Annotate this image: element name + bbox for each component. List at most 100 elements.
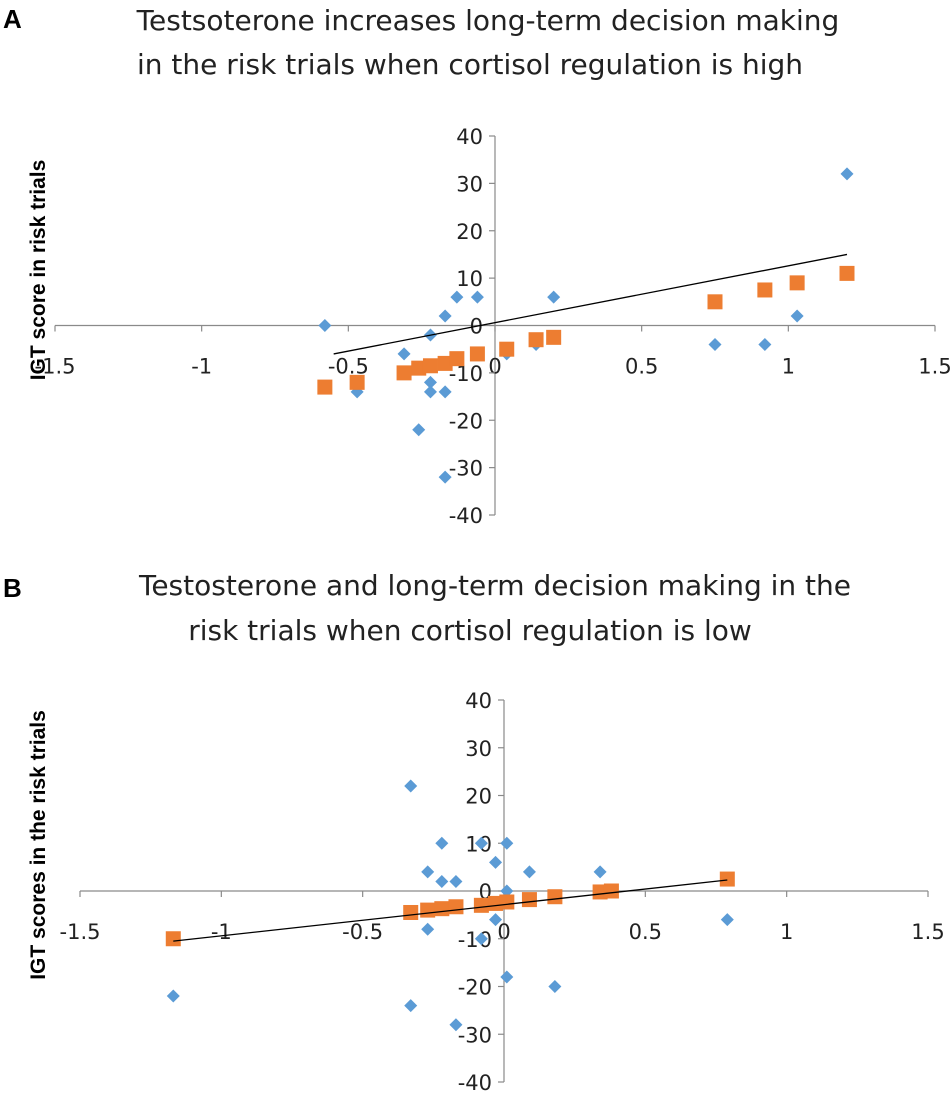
data-point-observed [435,836,449,850]
data-point-predicted [488,895,504,911]
data-point-predicted [349,374,365,390]
data-point-observed [470,290,484,304]
data-point-observed [790,309,804,323]
data-point-predicted [396,365,412,381]
data-point-observed [758,337,772,351]
data-point-observed [500,836,514,850]
data-point-predicted [403,904,419,920]
x-tick-label: 0 [488,355,501,379]
data-point-predicted [592,884,608,900]
data-point-predicted [469,346,485,362]
data-point-observed [438,309,452,323]
data-point-observed [166,989,180,1003]
data-point-predicted [448,899,464,915]
data-point-predicted [603,883,619,899]
data-point-predicted [499,894,515,910]
data-point-predicted [473,897,489,913]
x-tick-label: 1.5 [918,355,950,379]
chart-a-plot-area: -1.5-1-0.500.511.5-40-30-20-10010203040 [35,125,950,528]
x-tick-label: -1 [191,355,212,379]
data-point-predicted [839,265,855,281]
data-point-predicted [420,902,436,918]
y-tick-label: 20 [465,785,492,809]
data-point-observed [522,865,536,879]
panel-letter-b: B [3,573,22,603]
x-tick-label: 1.5 [911,920,944,944]
chart-a-title-line-1: Testsoterone increases long-term decisio… [136,4,840,37]
data-point-observed [438,385,452,399]
data-point-predicted [422,358,438,374]
data-point-observed [404,999,418,1013]
data-point-observed [404,779,418,793]
panel-letter-a: A [3,4,22,34]
x-tick-label: 1 [782,355,795,379]
y-tick-label: -30 [458,1023,492,1047]
data-point-observed [421,922,435,936]
data-point-observed [318,319,332,332]
y-tick-label: -20 [458,976,492,1000]
data-point-observed [489,913,503,927]
x-tick-label: -0.5 [342,920,383,944]
data-point-predicted [411,360,427,376]
panel-a: A Testsoterone increases long-term decis… [3,4,950,528]
x-tick-label: -1.5 [35,355,76,379]
data-point-observed [708,337,722,351]
data-point-observed [438,470,452,484]
x-tick-label: 0 [497,920,510,944]
data-point-predicted [521,892,537,908]
y-tick-label: 40 [465,689,492,713]
y-tick-label: -40 [458,1071,492,1095]
chart-b-y-axis-label: IGT scores in the risk trials [27,710,50,980]
data-point-observed [450,290,464,304]
x-tick-label: -0.5 [328,355,369,379]
y-tick-label: -30 [449,457,483,481]
data-point-predicted [546,329,562,345]
data-point-observed [423,385,437,399]
data-point-predicted [707,294,723,310]
data-point-observed [397,347,411,361]
panel-b: B Testosterone and long-term decision ma… [3,569,945,1095]
data-point-predicted [317,379,333,395]
data-point-observed [449,874,463,888]
y-tick-label: 40 [456,125,483,149]
y-tick-label: 20 [456,220,483,244]
data-point-predicted [789,275,805,291]
y-tick-label: 30 [456,172,483,196]
x-tick-label: -1 [211,920,232,944]
x-tick-label: 1 [780,920,793,944]
data-point-observed [500,970,514,984]
chart-b-title-line-1: Testosterone and long-term decision maki… [138,569,851,602]
y-tick-label: -40 [449,504,483,528]
data-point-predicted [528,332,544,348]
y-tick-label: 10 [456,267,483,291]
chart-b-plot-area: -1.5-1-0.500.511.5-40-30-20-10010203040 [60,689,945,1095]
chart-b-trendline [173,879,728,942]
x-tick-label: 0.5 [625,355,658,379]
data-point-predicted [437,355,453,371]
data-point-predicted [757,282,773,298]
data-point-observed [435,874,449,888]
data-point-predicted [719,871,735,887]
data-point-predicted [434,901,450,917]
data-point-predicted [499,341,515,357]
data-point-predicted [449,351,465,367]
chart-b-title-line-2: risk trials when cortisol regulation is … [188,614,752,647]
data-point-observed [423,375,437,389]
data-point-observed [840,167,854,181]
data-point-observed [547,290,561,304]
data-point-observed [593,865,607,879]
data-point-observed [720,913,734,927]
data-point-observed [412,423,426,437]
data-point-observed [421,865,435,879]
data-point-observed [489,855,503,869]
chart-a-y-axis-label: IGT score in risk trials [27,160,50,381]
y-tick-label: -20 [449,409,483,433]
data-point-predicted [547,889,563,905]
data-point-observed [500,884,514,898]
data-point-observed [449,1018,463,1032]
chart-a-trendline [333,253,848,355]
chart-a-title-line-2: in the risk trials when cortisol regulat… [137,48,803,81]
x-tick-label: 0.5 [629,920,662,944]
data-point-observed [548,980,562,993]
